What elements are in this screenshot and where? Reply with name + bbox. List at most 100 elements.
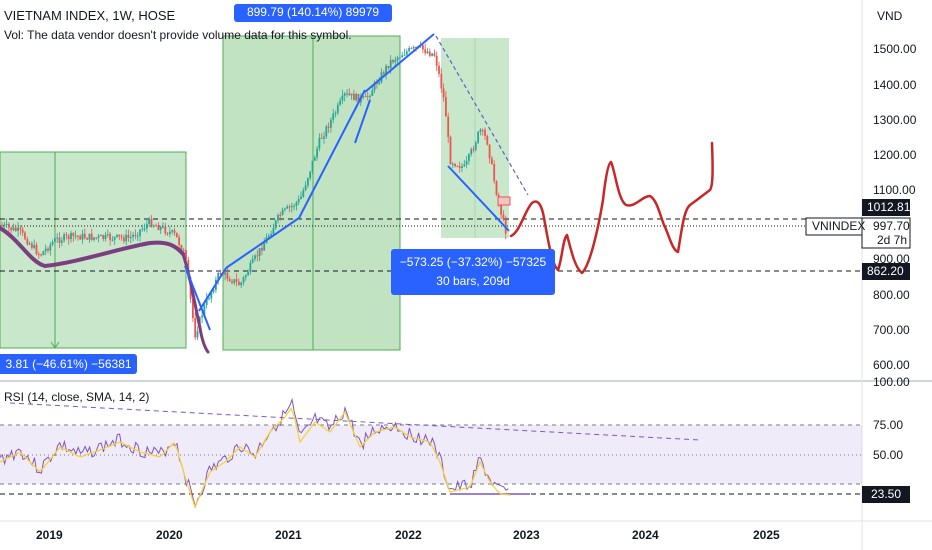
candle-body [10,227,13,231]
candle-body [28,243,31,245]
candle-body [451,163,454,165]
candle-body [100,235,102,237]
candle-body [228,278,231,282]
measure-down-right-line2: 30 bars, 209d [436,274,510,288]
rsi-pane[interactable] [0,383,862,521]
down-trend-dashed[interactable] [435,35,529,196]
price-tick: 1500.00 [873,42,917,56]
candle-body [146,224,148,229]
symbol-tag[interactable]: VNINDEX [812,219,866,233]
candle-body [433,53,436,56]
candle-body [307,178,309,186]
price-tick: 700.00 [873,323,910,337]
level-high-tag-bg [862,199,910,216]
moving-average-line[interactable] [0,226,185,269]
candle-body [362,96,364,98]
time-label: 2023 [513,528,540,542]
candle-body [343,93,346,96]
candle-body [339,100,341,105]
candle-body [182,250,185,252]
level-low-tag[interactable]: 862.20 [867,264,904,278]
candle-body [247,272,249,276]
price-pane[interactable] [0,0,862,380]
chart-title: VIETNAM INDEX, 1W, HOSE [4,8,176,23]
candle-body [5,223,8,225]
candle-body [288,206,291,208]
time-label: 2025 [753,528,780,542]
candle-body [424,49,427,54]
rsi-tick: 75.00 [873,418,904,432]
candle-body [95,237,98,239]
candlestick-series[interactable] [1,41,507,340]
candle-body [251,258,254,263]
measure-down-left-label[interactable]: 3.81 (−46.61%) −56381 [0,354,137,374]
trendlines[interactable] [184,33,510,331]
candle-body [468,154,470,162]
candle-body [159,226,162,231]
candle-body [256,255,259,257]
level-high-tag[interactable]: 1012.81 [867,200,911,214]
candle-body [226,272,229,279]
last-price-tag-bg [861,217,911,249]
candle-body [399,57,401,59]
candle-body [320,137,323,139]
candle-body [426,51,429,54]
measure-up-label[interactable]: 899.79 (140.14%) 89979 [234,4,392,22]
last-price-tag[interactable]: 997.70 [873,219,910,233]
candle-body [72,232,75,236]
candle-body [318,137,321,149]
candle-body [477,131,479,143]
candle-body [350,93,353,96]
candle-body [394,60,397,63]
rsi-ma-line[interactable] [0,407,511,509]
candle-body [323,136,325,139]
candle-body [224,272,226,275]
candle-body [14,227,17,232]
candle-body [334,112,337,114]
candle-body [86,238,88,240]
time-label: 2019 [36,528,63,542]
candle-body [157,225,160,231]
candle-body [35,244,38,255]
candle-body [54,237,56,243]
measure-down-right-label[interactable]: −573.25 (−37.32%) −57325 30 bars, 209d [391,249,555,295]
candle-body [136,235,139,237]
candle-body [297,199,300,203]
candle-body [491,158,493,165]
candle-body [316,148,318,158]
candle-body [231,281,233,283]
rsi-trendline[interactable] [9,402,701,441]
candle-body [481,129,484,131]
projection-drawing[interactable] [509,141,714,275]
candle-body [277,214,279,221]
candle-body [304,185,307,191]
candle-body [458,166,461,168]
rsi-label[interactable]: RSI (14, close, SMA, 14, 2) [4,390,150,404]
candle-body [205,298,208,306]
candle-body [410,48,413,50]
candle-body [120,236,123,238]
candle-body [405,51,408,55]
candle-body [244,275,247,278]
marker-rect[interactable] [497,196,511,206]
candle-body [378,82,381,84]
rsi-value-tag[interactable]: 23.50 [871,487,902,501]
candle-body [408,48,410,52]
candle-body [125,234,128,242]
candle-body [81,233,84,240]
candle-body [67,235,70,240]
candle-body [442,88,445,98]
currency-label: VND [877,9,903,23]
candle-body [169,231,171,234]
candle-body [472,149,475,151]
candle-body [440,73,443,89]
candle-body [302,190,305,197]
candle-body [129,237,132,239]
candle-body [369,95,371,97]
candle-body [70,232,72,240]
price-tick: 600.00 [873,358,910,372]
time-label: 2024 [632,528,659,542]
candle-body [355,93,358,101]
candle-body [208,298,210,300]
